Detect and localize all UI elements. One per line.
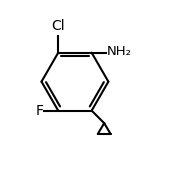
Text: NH₂: NH₂ — [107, 45, 132, 58]
Text: F: F — [35, 104, 43, 118]
Text: Cl: Cl — [51, 19, 65, 33]
